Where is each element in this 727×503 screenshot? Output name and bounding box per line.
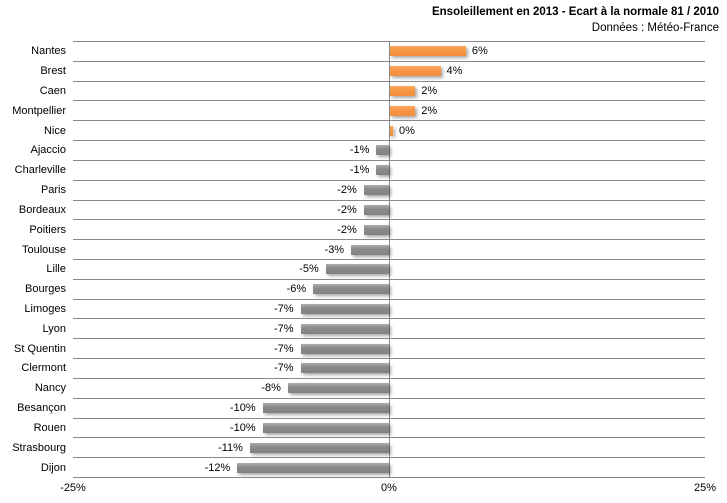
category-label: Poitiers	[29, 223, 66, 236]
bar	[351, 244, 389, 255]
bar-row: Lyon -7%	[43, 319, 705, 340]
chart-subtitle: Données : Météo-France	[591, 22, 719, 34]
category-label: Ajaccio	[30, 144, 66, 157]
value-label: 4%	[446, 65, 463, 78]
zero-axis-line	[389, 42, 390, 478]
value-label: -6%	[286, 283, 307, 296]
bar	[363, 224, 389, 235]
value-label: 2%	[421, 85, 438, 98]
bar	[300, 304, 389, 315]
value-label: -5%	[299, 263, 319, 276]
x-tick-max: 25%	[693, 482, 717, 494]
category-label: Rouen	[33, 421, 66, 434]
category-label: Limoges	[24, 303, 66, 316]
category-label: Bourges	[25, 283, 66, 296]
category-label: Nancy	[34, 382, 66, 395]
bar	[390, 86, 416, 97]
bar-row: St Quentin -7%	[14, 339, 705, 360]
x-tick-min: -25%	[60, 482, 86, 494]
bar-row: Brest 4%	[40, 62, 705, 82]
value-label: -10%	[229, 421, 256, 434]
bar	[325, 264, 389, 275]
value-label: -7%	[273, 342, 294, 355]
category-label: Toulouse	[21, 243, 66, 256]
category-label: Lyon	[42, 322, 66, 335]
category-label: Nantes	[31, 45, 66, 58]
value-label: -1%	[349, 164, 370, 177]
bar	[300, 363, 389, 374]
bar	[376, 165, 389, 176]
x-tick-zero: 0%	[381, 482, 397, 494]
bar	[237, 462, 389, 473]
bar	[287, 383, 389, 394]
bar	[300, 323, 389, 334]
x-axis: -25% 0% 25%	[0, 482, 727, 498]
bar	[390, 105, 416, 116]
bar	[363, 185, 389, 196]
bar-row: Clermont -7%	[21, 359, 705, 379]
value-label: -3%	[324, 243, 345, 256]
category-label: Lille	[46, 263, 66, 276]
bar-row: Limoges -7%	[24, 300, 705, 320]
bar	[300, 343, 389, 354]
bar-row: Strasbourg -11%	[12, 438, 705, 459]
value-label: 2%	[421, 104, 438, 117]
category-label: Strasbourg	[12, 441, 66, 454]
category-label: Nice	[43, 124, 66, 137]
category-label: Charleville	[14, 164, 66, 177]
bar-row: Poitiers -2%	[29, 220, 705, 241]
bar-row: Bordeaux -2%	[19, 201, 705, 221]
bar	[313, 284, 389, 295]
value-label: -8%	[261, 382, 281, 395]
bar-row: Charleville -1%	[15, 161, 705, 181]
bar-row: Nancy -8%	[35, 379, 705, 399]
value-label: -1%	[349, 144, 370, 157]
bar-row: Bourges -6%	[25, 280, 705, 300]
value-label: -7%	[273, 322, 294, 335]
value-label: -2%	[337, 203, 357, 216]
bar-row: Paris -2%	[41, 181, 705, 201]
bar-row: Toulouse -3%	[22, 240, 705, 260]
category-label: Montpellier	[12, 104, 66, 117]
category-label: Brest	[40, 65, 66, 78]
value-label: 6%	[471, 45, 488, 58]
bar-row: Nantes 6%	[31, 42, 705, 62]
bar	[390, 66, 441, 77]
chart-title-block: Ensoleillement en 2013 - Ecart à la norm…	[432, 4, 719, 36]
plot-area: Nantes 6% Brest 4% Caen 2% Montpellier 2% Nice 0%…	[12, 41, 705, 478]
value-label: -2%	[337, 223, 357, 236]
value-label: 0%	[399, 124, 415, 137]
value-label: -12%	[204, 461, 231, 474]
category-label: Clermont	[21, 362, 66, 375]
bar-row: Rouen -10%	[34, 419, 705, 439]
bar	[376, 145, 389, 156]
category-label: Bordeaux	[18, 203, 66, 216]
category-label: Caen	[39, 85, 66, 98]
bar-row: Montpellier 2%	[12, 101, 705, 122]
bar-row: Besançon -10%	[17, 399, 705, 419]
bar-row: Caen 2%	[40, 82, 705, 102]
category-label: Besançon	[17, 402, 66, 415]
category-label: Paris	[40, 184, 66, 197]
bar	[363, 204, 389, 215]
bar	[390, 46, 466, 57]
bar-row: Ajaccio -1%	[31, 141, 705, 161]
bar	[262, 403, 389, 414]
value-label: -7%	[273, 303, 294, 316]
value-label: -10%	[229, 402, 256, 415]
bar	[249, 442, 389, 453]
value-label: -2%	[337, 184, 357, 197]
bar-row: Dijon -12%	[41, 458, 705, 478]
value-label: -11%	[218, 441, 243, 454]
bar-row: Lille -5%	[46, 260, 705, 280]
category-label: Dijon	[40, 461, 66, 474]
bar	[262, 422, 389, 433]
bar	[390, 125, 393, 136]
category-label: St Quentin	[14, 342, 66, 355]
bar-row: Nice 0%	[44, 121, 705, 142]
chart-title: Ensoleillement en 2013 - Ecart à la norm…	[431, 6, 719, 18]
value-label: -7%	[273, 362, 294, 375]
